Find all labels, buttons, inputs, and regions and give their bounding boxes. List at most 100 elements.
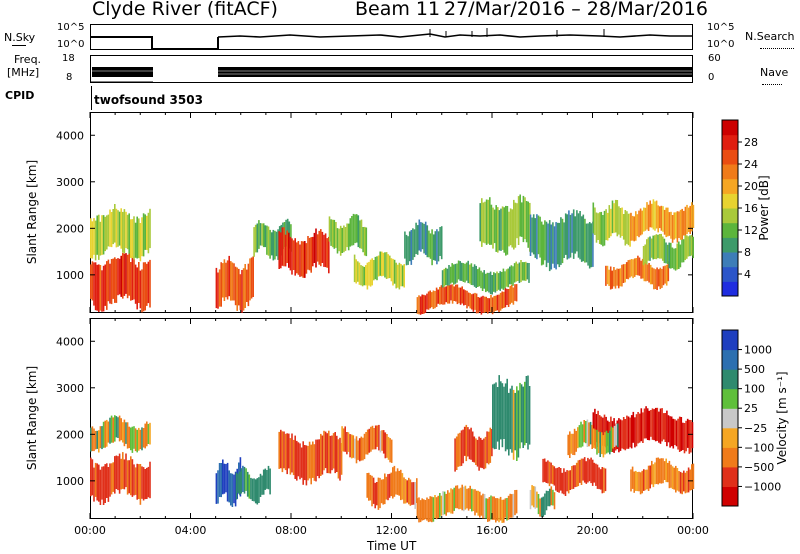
power-echo-cell xyxy=(458,287,460,304)
velocity-echo-cell xyxy=(656,407,659,441)
velocity-echo-cell xyxy=(646,408,649,440)
power-echo-cell xyxy=(656,267,658,290)
power-echo-cell xyxy=(662,206,664,232)
power-echo-cell xyxy=(357,261,359,282)
velocity-echo-cell xyxy=(670,416,673,447)
power-echo-cell xyxy=(474,292,476,310)
power-echo-cell xyxy=(663,209,666,235)
power-echo-cell xyxy=(517,263,519,281)
power-echo-cell xyxy=(500,208,502,251)
velocity-echo-cell xyxy=(595,463,597,486)
power-echo-cell xyxy=(102,265,105,312)
power-echo-cell xyxy=(338,228,340,252)
velocity-echo-cell xyxy=(215,473,218,504)
velocity-echo-cell xyxy=(250,477,252,500)
power-echo-cell xyxy=(663,238,666,264)
power-echo-cell xyxy=(493,295,495,312)
power-echo-cell xyxy=(542,224,545,265)
power-echo-cell xyxy=(510,265,513,285)
power-echo-cell xyxy=(462,263,465,282)
velocity-echo-cell xyxy=(460,430,463,466)
power-echo-cell xyxy=(689,205,691,234)
power-echo-cell xyxy=(385,252,388,279)
power-echo-cell xyxy=(558,222,561,268)
power-echo-cell xyxy=(659,267,662,290)
velocity-echo-cell xyxy=(382,479,384,505)
velocity-echo-cell xyxy=(358,438,361,462)
velocity-echo-cell xyxy=(91,426,94,452)
power-echo-cell xyxy=(668,242,670,269)
power-echo-cell xyxy=(453,286,455,301)
velocity-echo-cell xyxy=(572,433,574,455)
power-echo-cell xyxy=(149,259,151,308)
velocity-echo-cell xyxy=(342,428,345,452)
velocity-echo-cell xyxy=(217,470,219,504)
power-echo-cell xyxy=(450,284,452,301)
velocity-echo-cell xyxy=(570,433,573,454)
power-echo-cell xyxy=(569,214,572,258)
velocity-echo-cell xyxy=(556,467,559,492)
velocity-echo-cell xyxy=(118,415,121,442)
velocity-echo-cell xyxy=(369,474,372,501)
power-echo-cell xyxy=(94,220,97,261)
power-echo-cell xyxy=(346,223,348,248)
velocity-echo-cell xyxy=(372,477,375,504)
power-echo-cell xyxy=(397,264,399,288)
power-echo-cell xyxy=(676,211,679,243)
power-echo-cell xyxy=(512,266,514,286)
power-echo-cell xyxy=(249,258,251,301)
power-echo-cell xyxy=(395,262,397,289)
velocity-echo-cell xyxy=(684,472,687,494)
velocity-echo-cell xyxy=(599,431,601,457)
power-echo-cell xyxy=(463,289,465,306)
velocity-echo-cell xyxy=(553,466,556,486)
power-echo-cell xyxy=(427,291,430,310)
velocity-echo-cell xyxy=(434,495,436,519)
power-echo-cell xyxy=(392,258,394,286)
velocity-echo-cell xyxy=(467,427,469,457)
power-echo-cell xyxy=(418,219,421,251)
velocity-echo-cell xyxy=(603,467,605,493)
power-echo-cell xyxy=(343,225,345,253)
nsearch-label: N.Search xyxy=(745,30,795,43)
power-cbar-label: Power [dB] xyxy=(757,175,771,240)
power-echo-cell xyxy=(218,269,221,307)
power-echo-cell xyxy=(493,209,496,244)
power-echo-cell xyxy=(513,199,515,250)
velocity-echo-cell xyxy=(398,470,400,496)
velocity-echo-cell xyxy=(455,485,457,509)
power-echo-cell xyxy=(428,230,430,258)
velocity-echo-cell xyxy=(634,417,636,448)
velocity-echo-cell xyxy=(256,478,259,505)
power-echo-cell xyxy=(215,267,218,309)
velocity-echo-cell xyxy=(677,418,679,450)
power-echo-cell xyxy=(147,212,150,254)
power-echo-cell xyxy=(480,296,483,315)
velocity-echo-cell xyxy=(690,420,692,453)
velocity-echo-cell xyxy=(226,462,229,502)
power-echo-cell xyxy=(136,267,138,310)
power-echo-cell xyxy=(328,236,330,274)
power-echo-cell xyxy=(415,222,417,254)
velocity-echo-cell xyxy=(144,469,146,500)
power-echo-cell xyxy=(110,212,113,248)
power-colorbar-tick-label: 8 xyxy=(744,246,751,259)
power-echo-cell xyxy=(582,214,585,262)
velocity-echo-cell xyxy=(423,499,425,521)
velocity-echo-cell xyxy=(366,429,369,455)
power-echo-cell xyxy=(493,272,495,292)
power-echo-cell xyxy=(134,264,137,304)
velocity-echo-cell xyxy=(357,440,359,460)
power-echo-cell xyxy=(509,285,511,305)
power-echo-cell xyxy=(434,291,436,309)
power-echo-cell xyxy=(518,262,521,283)
power-echo-cell xyxy=(684,206,687,237)
velocity-echo-cell xyxy=(635,414,638,447)
power-echo-cell xyxy=(318,230,320,265)
velocity-echo-region xyxy=(542,457,607,496)
power-echo-cell xyxy=(330,219,332,246)
velocity-echo-cell xyxy=(630,415,633,449)
power-echo-cell xyxy=(527,201,529,248)
velocity-echo-region xyxy=(90,452,151,505)
velocity-echo-cell xyxy=(133,426,135,449)
